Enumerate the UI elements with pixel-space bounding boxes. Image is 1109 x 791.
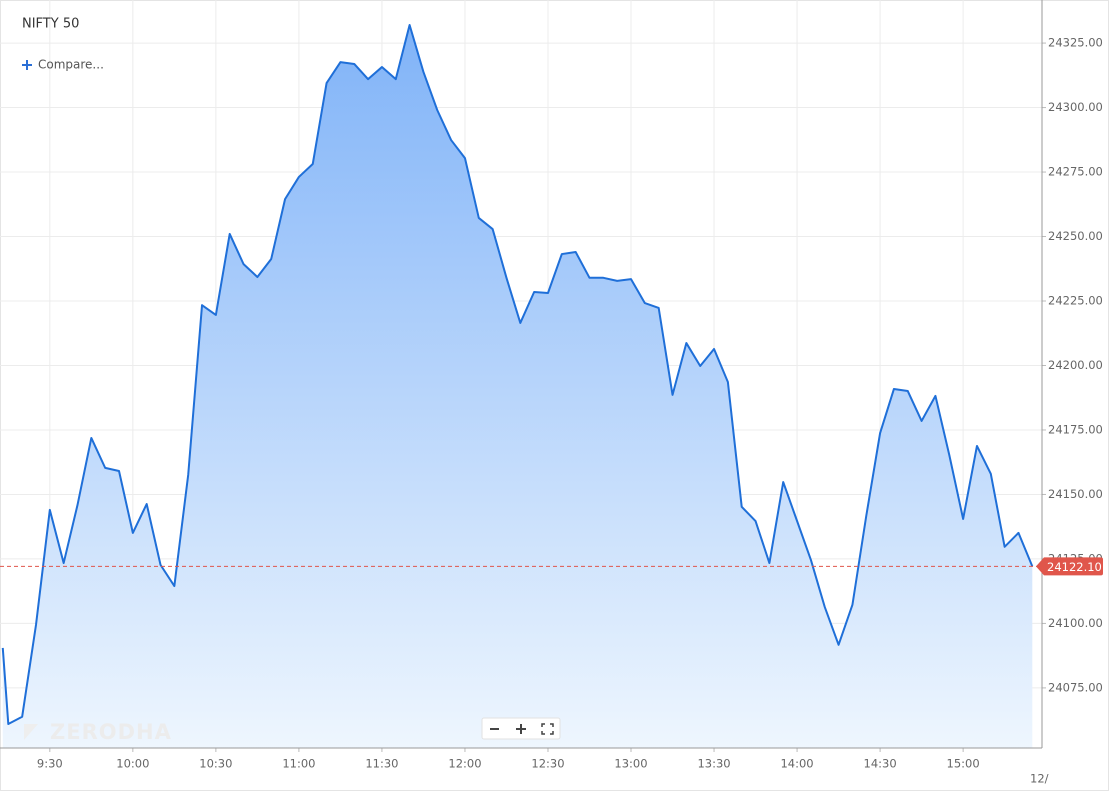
x-tick-label: 14:00 (780, 757, 813, 771)
y-tick-label: 24175.00 (1048, 422, 1103, 436)
watermark: ZERODHA (24, 720, 172, 744)
x-tick-label: 12:00 (448, 757, 481, 771)
x-tick-label: 9:30 (37, 757, 63, 771)
y-tick-label: 24150.00 (1048, 487, 1103, 501)
y-tick-label: 24075.00 (1048, 680, 1103, 694)
x-tick-label: 15:00 (947, 757, 980, 771)
x-tick-label: 12:30 (531, 757, 564, 771)
last-price-label: 24122.10 (1047, 560, 1102, 574)
y-tick-label: 24275.00 (1048, 165, 1103, 179)
y-tick-label: 24300.00 (1048, 100, 1103, 114)
price-line (1, 24, 1034, 726)
compare-label[interactable]: Compare... (38, 58, 104, 72)
x-tick-label: 13:00 (614, 757, 647, 771)
x-tick-label: 14:30 (864, 757, 897, 771)
fullscreen[interactable] (541, 723, 554, 735)
area-fill (2, 25, 1033, 748)
chart-title: NIFTY 50 (22, 17, 79, 32)
compare-button[interactable]: Compare... (22, 58, 104, 72)
y-tick-label: 24225.00 (1048, 294, 1103, 308)
x-tick-label: 10:30 (199, 757, 232, 771)
axes: 24075.0024100.0024125.0024150.0024175.00… (0, 0, 1103, 771)
edge-label: 12/ (1030, 772, 1049, 786)
x-tick-label: 10:00 (116, 757, 149, 771)
plot (0, 24, 1042, 748)
zoom-in[interactable] (516, 724, 526, 734)
x-tick-label: 11:00 (282, 757, 315, 771)
y-tick-label: 24325.00 (1048, 36, 1103, 50)
y-tick-label: 24250.00 (1048, 229, 1103, 243)
x-tick-label: 13:30 (697, 757, 730, 771)
x-tick-label: 11:30 (365, 757, 398, 771)
watermark-text: ZERODHA (50, 720, 172, 744)
zoom-controls (481, 717, 561, 740)
y-tick-label: 24200.00 (1048, 358, 1103, 372)
last-price-tag (1036, 557, 1103, 576)
y-tick-label: 24100.00 (1048, 616, 1103, 630)
